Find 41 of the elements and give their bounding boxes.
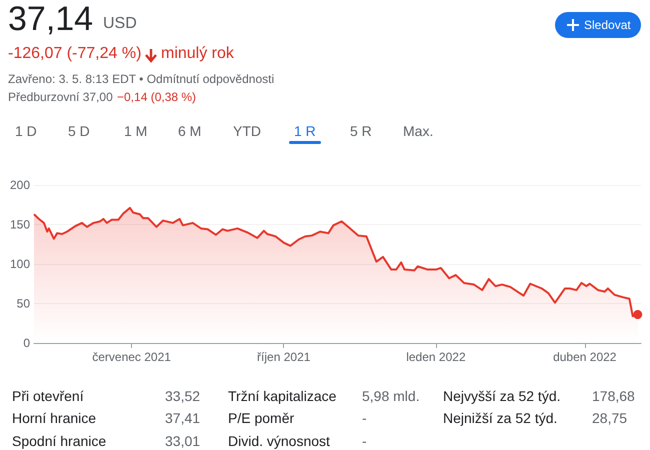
y-tick-label: 100 [10, 257, 30, 271]
text: Předburzovní 37,00 [8, 90, 113, 104]
text: 1 M [124, 123, 148, 139]
text: Zavřeno: 3. 5. 8:13 EDT • Odmítnutí odpovědnosti [8, 72, 274, 86]
text: 5,98 mld. [362, 388, 420, 404]
x-tick-label: červenec 2021 [92, 350, 172, 364]
text: Divid. výnosnost [228, 433, 330, 449]
y-tick-label: 0 [23, 336, 30, 350]
text: P/E poměr [228, 410, 294, 426]
y-tick-label: 50 [16, 296, 30, 310]
text: USD [103, 15, 137, 33]
text: 6 M [178, 123, 202, 139]
text: Sledovat [584, 18, 631, 32]
text: 28,75 [592, 410, 628, 426]
text: - [362, 433, 367, 449]
text: Nejvyšší za 52 týd. [443, 388, 560, 404]
text: −0,14 (0,38 %) [117, 90, 196, 104]
text: 178,68 [592, 388, 635, 404]
text: - [362, 410, 367, 426]
chart-title: 37,14 [8, 0, 94, 39]
text: Nejnižší za 52 týd. [443, 410, 558, 426]
text: Max. [403, 123, 434, 139]
x-tick-label: leden 2022 [406, 350, 466, 364]
text: 37,41 [165, 410, 200, 426]
text: Tržní kapitalizace [228, 388, 336, 404]
text: 33,01 [165, 433, 200, 449]
text: 33,52 [165, 388, 200, 404]
y-tick-label: 150 [10, 218, 30, 232]
text: Spodní hranice [12, 433, 106, 449]
chart-subtitle: -126,07 (-77,24 %) [8, 45, 142, 63]
text: 5 D [68, 123, 90, 139]
x-tick-label: duben 2022 [553, 350, 617, 364]
text: Při otevření [12, 388, 84, 404]
text: minulý rok [161, 45, 234, 63]
text: 5 R [350, 123, 372, 139]
y-tick-label: 200 [10, 178, 30, 192]
text: 1 R [294, 123, 316, 139]
text: YTD [233, 123, 261, 139]
text: 1 D [15, 123, 37, 139]
x-tick-label: říjen 2021 [257, 350, 311, 364]
text: Horní hranice [12, 410, 96, 426]
